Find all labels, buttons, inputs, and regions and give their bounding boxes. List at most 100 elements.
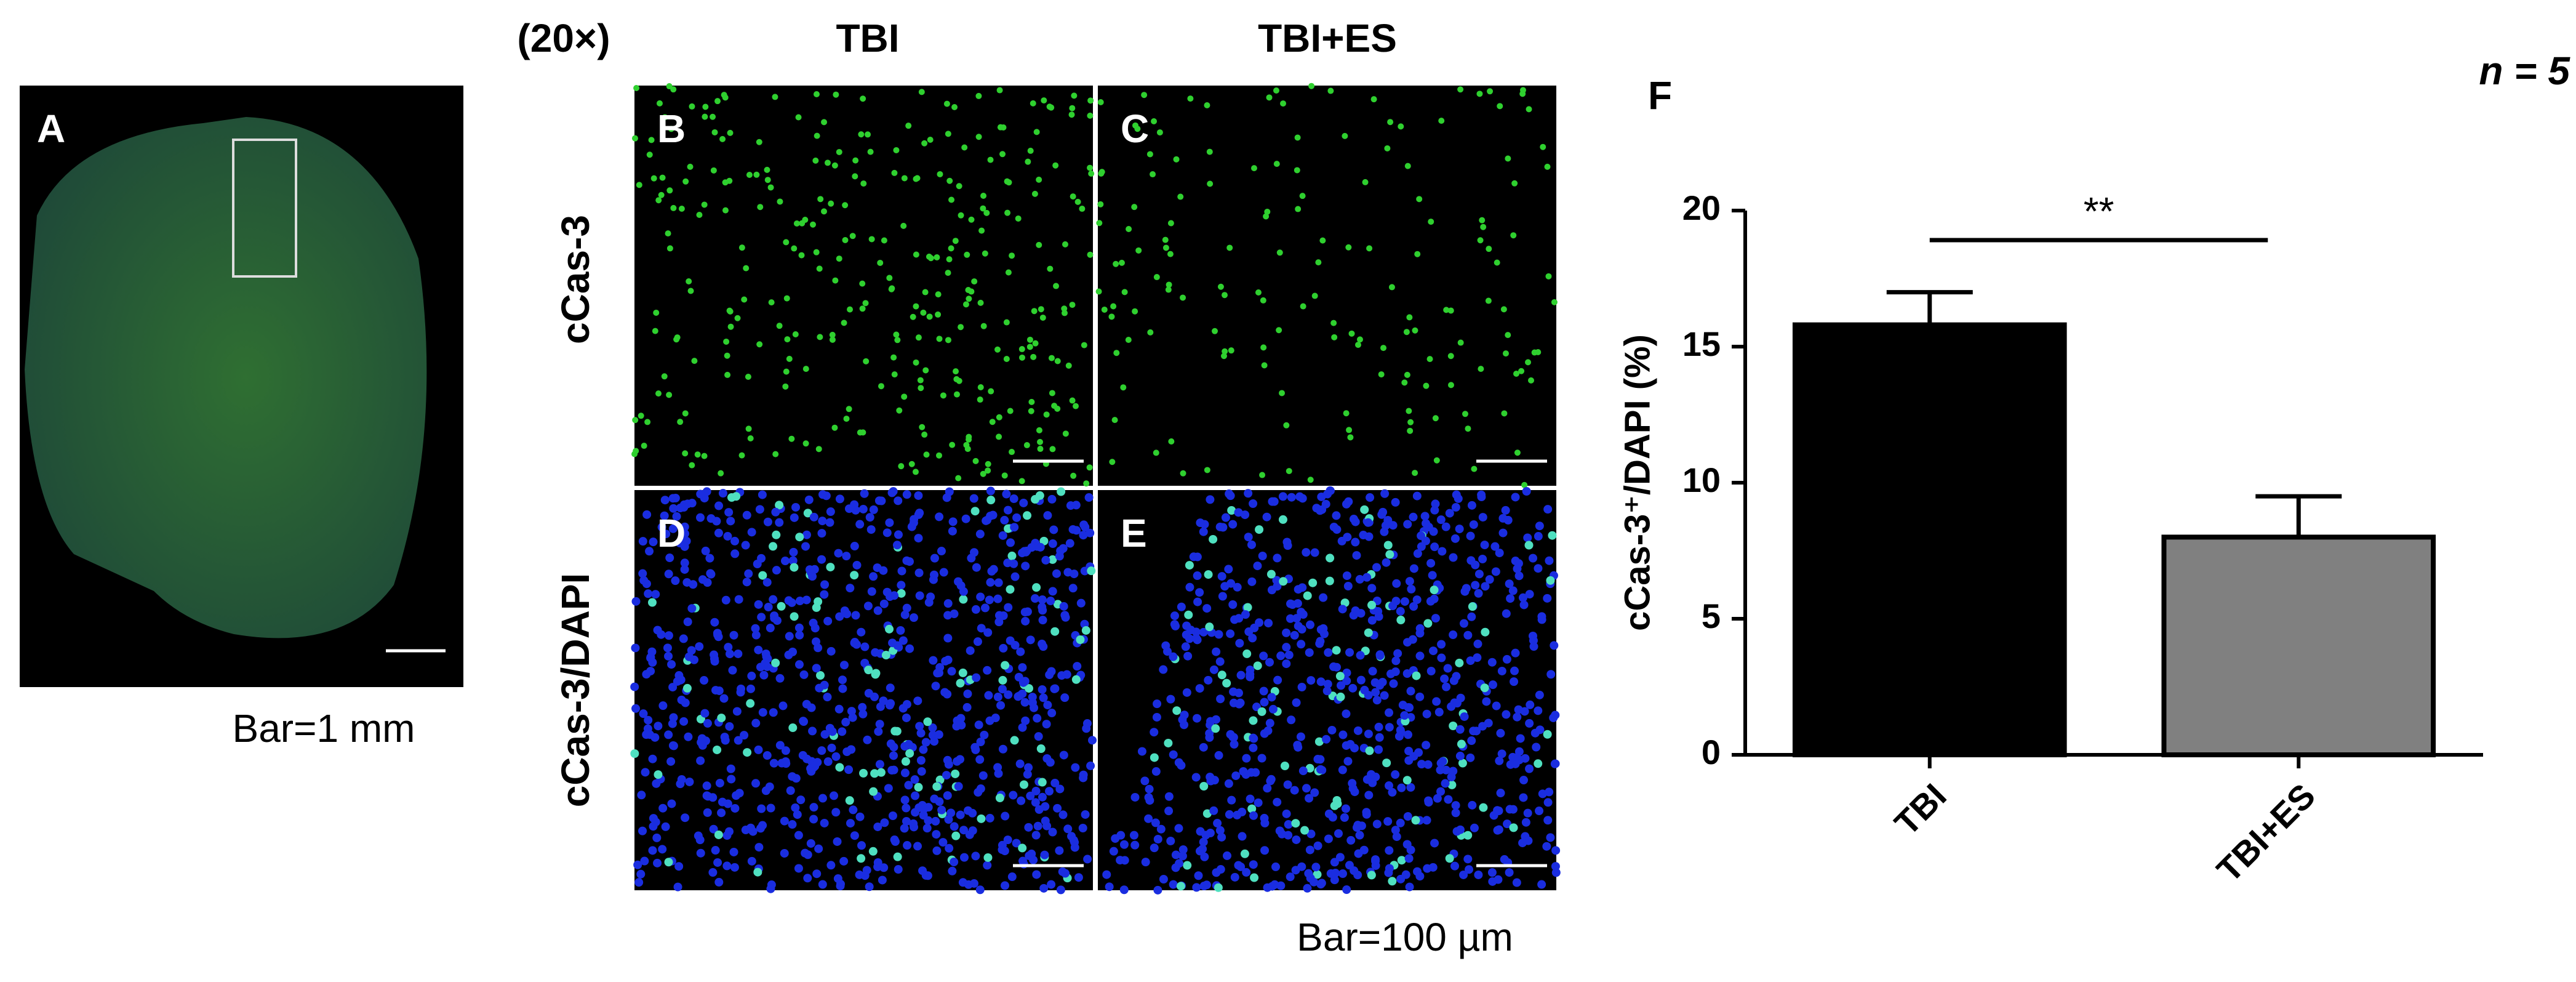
cell — [812, 157, 819, 164]
cell — [1050, 627, 1060, 636]
cell — [851, 505, 860, 515]
cell — [980, 205, 986, 212]
cell — [890, 591, 899, 600]
cell — [666, 245, 673, 252]
cell — [1076, 598, 1086, 608]
cell — [639, 709, 648, 718]
cell — [915, 591, 924, 600]
cell — [1510, 677, 1519, 686]
cell — [691, 358, 698, 364]
cell — [1430, 594, 1439, 603]
cell — [634, 878, 644, 887]
cell — [1348, 779, 1357, 788]
cell — [975, 529, 985, 539]
cell — [864, 666, 873, 675]
cell — [1199, 781, 1209, 791]
cell — [1222, 678, 1231, 688]
cell — [1135, 247, 1142, 254]
cell — [952, 238, 959, 244]
cell — [1006, 538, 1015, 547]
cell — [1283, 422, 1290, 429]
cell — [1447, 702, 1456, 711]
cell — [802, 530, 811, 539]
cell — [817, 555, 826, 564]
cell — [1026, 344, 1033, 350]
cell — [764, 166, 770, 173]
cell — [724, 643, 733, 652]
cell — [842, 610, 852, 619]
cell — [976, 592, 985, 602]
cell — [801, 542, 810, 551]
cell — [1544, 163, 1551, 170]
cell — [1438, 547, 1447, 556]
cell — [1478, 513, 1487, 522]
cell — [1505, 579, 1514, 589]
cell — [1493, 826, 1502, 835]
cell — [1004, 209, 1011, 216]
cell — [1478, 555, 1487, 564]
cell — [804, 495, 814, 504]
cell — [1326, 553, 1335, 563]
cell — [780, 816, 789, 826]
cell — [1282, 659, 1291, 669]
cell — [922, 367, 929, 374]
cell — [972, 673, 981, 682]
cell — [1164, 807, 1174, 816]
cell — [948, 866, 957, 875]
cell — [1036, 542, 1045, 552]
cell — [1525, 718, 1534, 728]
cell — [1220, 353, 1227, 360]
cell — [1002, 489, 1011, 499]
cell — [1490, 542, 1500, 551]
cell — [810, 624, 820, 633]
cell — [1487, 658, 1497, 667]
cell — [676, 675, 686, 685]
cell — [1167, 251, 1174, 257]
cell — [1505, 332, 1511, 339]
cell — [1055, 784, 1065, 794]
cell — [836, 148, 842, 155]
cell — [1356, 336, 1363, 343]
cell — [727, 129, 734, 136]
cell — [971, 605, 980, 614]
cell — [1450, 534, 1460, 543]
cell — [1132, 122, 1138, 129]
cell — [923, 871, 932, 880]
cell — [1001, 811, 1010, 821]
cell — [638, 413, 644, 419]
cell — [1367, 616, 1377, 625]
cell — [844, 765, 854, 775]
cell — [728, 666, 737, 675]
cell — [1396, 725, 1405, 734]
cell — [1209, 806, 1218, 815]
cell — [1428, 571, 1437, 580]
cell — [886, 683, 895, 693]
cell — [1374, 745, 1383, 754]
cell — [1049, 390, 1055, 396]
cell — [751, 624, 760, 633]
cell — [1364, 730, 1373, 739]
cell — [1432, 415, 1439, 422]
cell — [788, 820, 797, 829]
cell — [769, 708, 778, 717]
cell — [1186, 626, 1195, 635]
cell — [1097, 201, 1104, 207]
cell — [922, 289, 929, 296]
cell — [1069, 397, 1076, 404]
cell — [844, 504, 854, 513]
cell — [641, 768, 650, 777]
cell — [894, 337, 901, 344]
cell — [771, 658, 780, 667]
cell — [652, 328, 658, 334]
cell — [1241, 510, 1250, 520]
cell — [914, 534, 923, 543]
cell — [1375, 733, 1384, 742]
cell — [1372, 563, 1381, 572]
cell — [1456, 693, 1465, 702]
cell — [1206, 717, 1215, 726]
cell — [1332, 525, 1342, 534]
cell — [642, 670, 651, 679]
cell — [1349, 515, 1358, 524]
cell — [1183, 861, 1192, 870]
cell — [1409, 512, 1418, 521]
